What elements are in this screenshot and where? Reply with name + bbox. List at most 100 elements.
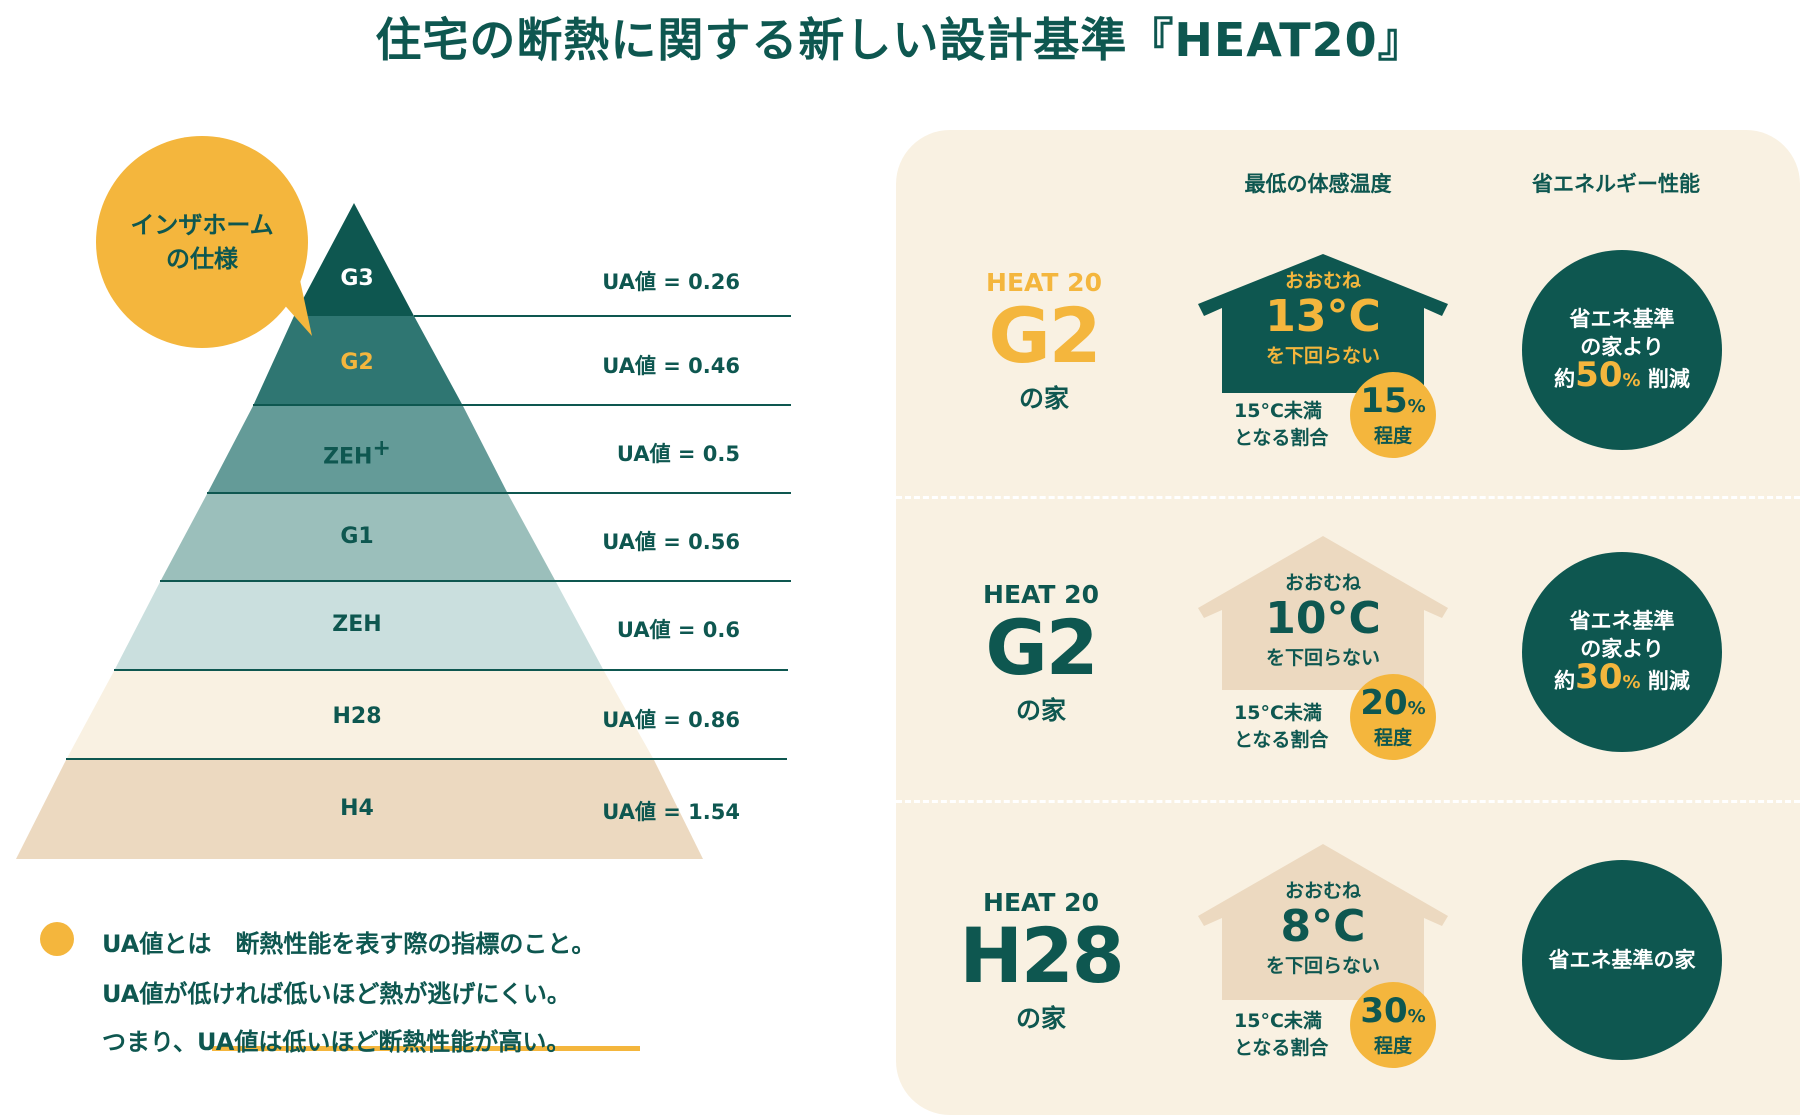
row3-ratio-b: となる割合 bbox=[1234, 1037, 1329, 1059]
highlight-underline bbox=[212, 1046, 640, 1051]
row1-house-text: おおむね 13°C を下回らない bbox=[1223, 266, 1423, 368]
level-label-zeh-plus: ZEH+ bbox=[257, 436, 457, 469]
divider-line bbox=[253, 404, 791, 406]
row3-degree: 程度 bbox=[1373, 1035, 1412, 1057]
row3-house-text: おおむね 8°C を下回らない bbox=[1223, 876, 1423, 978]
row2-percent: 20 bbox=[1360, 683, 1408, 723]
row1-saving-unit: % bbox=[1622, 370, 1641, 391]
row1-percent-badge: 15% 程度 bbox=[1350, 372, 1436, 458]
row3-not-below: を下回らない bbox=[1265, 955, 1380, 977]
row1-heat-label: HEAT 20 bbox=[986, 268, 1102, 297]
row1-degree: 程度 bbox=[1373, 425, 1412, 447]
row3-house-shape bbox=[1198, 844, 1448, 1000]
row2-percent-badge: 20% 程度 bbox=[1350, 674, 1436, 760]
row3-percent-badge: 30% 程度 bbox=[1350, 982, 1436, 1068]
pyramid-band-g3 bbox=[294, 203, 414, 316]
bubble-line-2: の仕様 bbox=[166, 245, 238, 273]
level-label-g1: G1 bbox=[340, 524, 374, 549]
row2-saving-post: 削減 bbox=[1647, 669, 1690, 693]
row1-house-shape bbox=[1198, 254, 1448, 393]
row3-approx: おおむね bbox=[1284, 880, 1361, 902]
pyramid-band-h28 bbox=[66, 671, 654, 760]
row3-heat-label: HEAT 20 bbox=[983, 888, 1099, 917]
row1-saving-post: 削減 bbox=[1647, 367, 1690, 391]
row3-percent: 30 bbox=[1360, 991, 1408, 1031]
level-label-h4: H4 bbox=[340, 796, 374, 821]
row1-saving-a: 省エネ基準 bbox=[1569, 307, 1675, 331]
row-divider bbox=[896, 800, 1800, 803]
row1-ratio-a: 15°C未満 bbox=[1234, 400, 1322, 422]
ua-value-zeh: UA値 = 0.6 bbox=[616, 618, 740, 642]
row1-ratio-b: となる割合 bbox=[1234, 427, 1329, 449]
row3-percent-unit: % bbox=[1407, 1006, 1426, 1027]
row1-not-below: を下回らない bbox=[1265, 345, 1380, 367]
level-label-zeh-plus-sup: + bbox=[372, 436, 391, 461]
row1-approx: おおむね bbox=[1284, 270, 1361, 292]
ua-value-h28: UA値 = 0.86 bbox=[602, 708, 740, 732]
ua-value-g1: UA値 = 0.56 bbox=[602, 530, 740, 554]
bubble-line-1: インザホーム bbox=[130, 211, 274, 239]
pyramid-band-g2 bbox=[253, 316, 463, 406]
row2-ratio-label: 15°C未満 となる割合 bbox=[1234, 700, 1328, 754]
row1-saving-b: の家より bbox=[1580, 335, 1664, 359]
row2-approx: おおむね bbox=[1284, 572, 1361, 594]
row2-house-label: の家 bbox=[1015, 696, 1066, 725]
row2-standard: HEAT 20 G2 の家 bbox=[941, 580, 1141, 727]
row3-temperature: 8°C bbox=[1280, 901, 1366, 952]
row2-grade: G2 bbox=[985, 603, 1098, 692]
row1-energy-circle: 省エネ基準 の家より 約50% 削減 bbox=[1522, 250, 1722, 450]
note-line-2: UA値が低ければ低いほど熱が逃げにくい。 bbox=[102, 980, 571, 1008]
row2-ratio-a: 15°C未満 bbox=[1234, 702, 1322, 724]
row3-energy-circle: 省エネ基準の家 bbox=[1522, 860, 1722, 1060]
row1-saving-pre: 約 bbox=[1554, 367, 1576, 391]
row2-percent-unit: % bbox=[1407, 698, 1426, 719]
column-header-temperature: 最低の体感温度 bbox=[1244, 172, 1392, 196]
level-label-g2: G2 bbox=[340, 350, 374, 375]
note-line-3-emphasis: UA値は低いほど断熱性能が高い。 bbox=[197, 1028, 571, 1056]
row2-house-text: おおむね 10°C を下回らない bbox=[1223, 568, 1423, 670]
note-line-3-lead: つまり、 bbox=[102, 1028, 198, 1056]
level-label-zeh: ZEH bbox=[332, 612, 382, 637]
row3-standard: HEAT 20 H28 の家 bbox=[941, 888, 1141, 1035]
row2-saving-a: 省エネ基準 bbox=[1569, 609, 1675, 633]
ua-value-zeh-plus: UA値 = 0.5 bbox=[616, 442, 740, 466]
pyramid-diagram bbox=[16, 203, 703, 859]
row2-saving-num: 30 bbox=[1575, 657, 1623, 697]
divider-line bbox=[207, 492, 791, 494]
row2-not-below: を下回らない bbox=[1265, 647, 1380, 669]
pyramid-band-zeh-plus bbox=[207, 406, 508, 494]
row3-house-label: の家 bbox=[1015, 1004, 1066, 1033]
note-line-3: つまり、UA値は低いほど断熱性能が高い。 bbox=[102, 1022, 570, 1057]
row3-ratio-a: 15°C未満 bbox=[1234, 1010, 1322, 1032]
level-label-h28: H28 bbox=[332, 704, 382, 729]
ua-value-g3: UA値 = 0.26 bbox=[602, 270, 740, 294]
row3-grade: H28 bbox=[959, 911, 1124, 1000]
note-line-1: UA値とは 断熱性能を表す際の指標のこと。 bbox=[102, 930, 596, 958]
row2-saving-pre: 約 bbox=[1554, 669, 1576, 693]
row2-ratio-b: となる割合 bbox=[1234, 729, 1329, 751]
row2-temperature: 10°C bbox=[1265, 593, 1381, 644]
row2-house-shape bbox=[1198, 536, 1448, 690]
level-label-g3: G3 bbox=[340, 266, 374, 291]
spec-bubble: インザホーム の仕様 bbox=[96, 136, 308, 348]
row1-saving-num: 50 bbox=[1575, 355, 1623, 395]
page-title: 住宅の断熱に関する新しい設計基準『HEAT20』 bbox=[375, 13, 1425, 67]
row2-saving-unit: % bbox=[1622, 672, 1641, 693]
divider-line bbox=[160, 580, 791, 582]
pyramid-band-zeh bbox=[114, 582, 604, 671]
row2-degree: 程度 bbox=[1373, 727, 1412, 749]
row2-heat-label: HEAT 20 bbox=[983, 580, 1099, 609]
row2-saving-b: の家より bbox=[1580, 637, 1664, 661]
row1-percent: 15 bbox=[1360, 381, 1408, 421]
column-header-energy: 省エネルギー性能 bbox=[1532, 172, 1700, 196]
row1-temperature: 13°C bbox=[1265, 291, 1381, 342]
row1-grade: G2 bbox=[988, 291, 1101, 380]
divider-line bbox=[414, 315, 791, 317]
row2-energy-circle: 省エネ基準 の家より 約30% 削減 bbox=[1522, 552, 1722, 752]
pyramid-band-h4 bbox=[16, 760, 703, 859]
row3-saving-text: 省エネ基準の家 bbox=[1548, 948, 1696, 972]
row1-standard: HEAT 20 G2 の家 bbox=[944, 268, 1144, 415]
row1-ratio-label: 15°C未満 となる割合 bbox=[1234, 398, 1328, 452]
row3-ratio-label: 15°C未満 となる割合 bbox=[1234, 1008, 1328, 1062]
ua-value-h4: UA値 = 1.54 bbox=[602, 800, 740, 824]
